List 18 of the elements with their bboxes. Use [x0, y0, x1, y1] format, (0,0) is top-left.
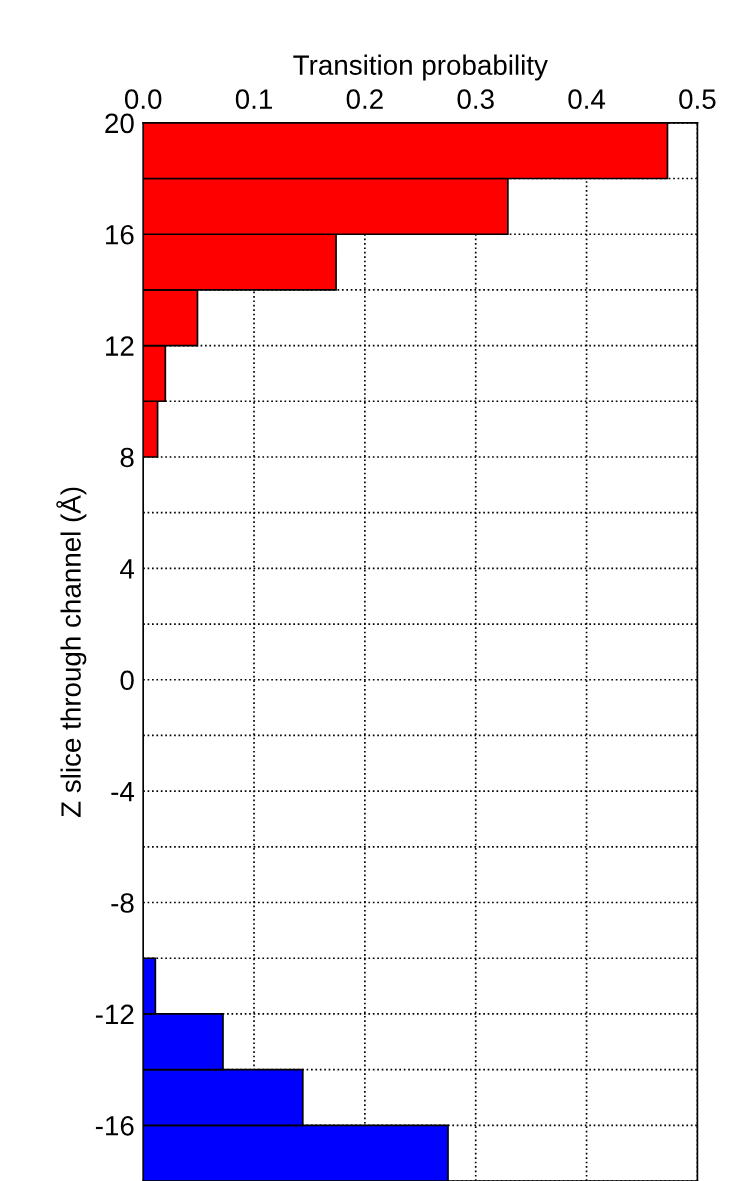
x-tick-label: 0.4: [568, 89, 606, 109]
y-tick-label: -12: [95, 1004, 134, 1024]
x-tick-label: 0.5: [679, 89, 716, 109]
x-tick-label: 0.1: [235, 89, 272, 109]
y-tick-label: 0: [120, 670, 134, 691]
y-tick-label: 12: [106, 336, 134, 356]
y-axis-title: Z slice through channel (Å): [56, 487, 87, 817]
x-axis-title: Transition probability: [293, 54, 548, 81]
y-tick-label: 8: [120, 447, 134, 468]
y-tick-label: 4: [120, 559, 135, 579]
y-tick-label: 20: [105, 113, 134, 134]
x-tick-label: 0.2: [346, 89, 383, 109]
x-tick-label: 0.3: [457, 89, 494, 109]
y-tick-label: -4: [111, 782, 135, 802]
y-tick-label: -16: [95, 1115, 134, 1136]
x-tick-label: 0.0: [124, 89, 162, 109]
y-tick-label: 16: [106, 224, 134, 245]
y-tick-label: -8: [111, 893, 134, 913]
